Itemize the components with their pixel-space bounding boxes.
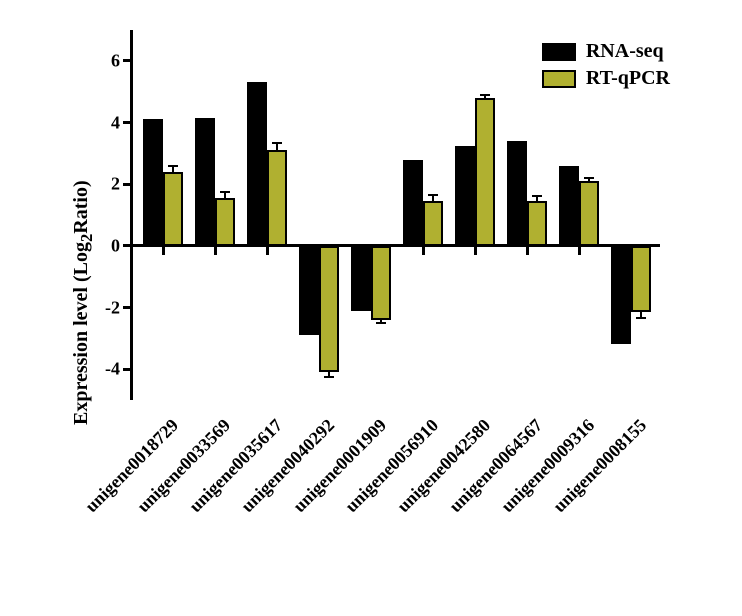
y-tick	[123, 183, 133, 186]
error-whisker	[324, 376, 334, 378]
y-tick	[123, 59, 133, 62]
x-tick	[370, 246, 373, 255]
y-tick-label: 2	[111, 174, 120, 195]
legend: RNA-seq RT-qPCR	[542, 40, 670, 94]
legend-label: RT-qPCR	[586, 67, 670, 90]
legend-swatch	[542, 70, 576, 88]
bar-rna-seq	[403, 160, 423, 246]
x-tick	[578, 246, 581, 255]
error-whisker	[428, 194, 438, 196]
bar-rna-seq	[559, 166, 579, 246]
error-bar	[276, 143, 278, 150]
y-tick	[123, 244, 133, 247]
error-whisker	[480, 94, 490, 96]
bar-rt-qpcr	[579, 181, 599, 246]
x-tick	[162, 246, 165, 255]
bar-rt-qpcr	[267, 150, 287, 246]
x-tick	[318, 246, 321, 255]
y-tick	[123, 306, 133, 309]
x-tick	[214, 246, 217, 255]
x-tick	[630, 246, 633, 255]
bar-rna-seq	[611, 246, 631, 345]
bar-rt-qpcr	[527, 201, 547, 246]
bar-rt-qpcr	[319, 246, 339, 372]
error-whisker	[272, 142, 282, 144]
bar-rt-qpcr	[475, 98, 495, 246]
x-tick	[422, 246, 425, 255]
bar-rt-qpcr	[631, 246, 651, 312]
bar-rna-seq	[351, 246, 371, 311]
error-whisker	[636, 317, 646, 319]
y-tick-label: 6	[111, 50, 120, 71]
y-tick	[123, 121, 133, 124]
y-tick-label: 4	[111, 112, 120, 133]
bar-rt-qpcr	[423, 201, 443, 246]
y-tick-label: -4	[105, 359, 120, 380]
y-axis-label: Expression level (Log2Ratio)	[70, 180, 97, 425]
bar-rna-seq	[455, 146, 475, 246]
expression-chart: Expression level (Log2Ratio) -4-20246uni…	[60, 20, 700, 590]
legend-item: RT-qPCR	[542, 67, 670, 90]
y-tick-label: -2	[105, 297, 120, 318]
legend-item: RNA-seq	[542, 40, 670, 63]
bar-rt-qpcr	[371, 246, 391, 320]
bar-rna-seq	[507, 141, 527, 246]
legend-label: RNA-seq	[586, 40, 664, 63]
error-whisker	[220, 191, 230, 193]
bar-rna-seq	[143, 119, 163, 245]
legend-swatch	[542, 43, 576, 61]
bar-rna-seq	[195, 118, 215, 246]
x-tick	[474, 246, 477, 255]
bar-rna-seq	[247, 82, 267, 245]
x-tick	[266, 246, 269, 255]
error-whisker	[532, 195, 542, 197]
bar-rna-seq	[299, 246, 319, 335]
error-whisker	[376, 322, 386, 324]
y-tick-label: 0	[111, 235, 120, 256]
bar-rt-qpcr	[163, 172, 183, 246]
x-tick	[526, 246, 529, 255]
error-whisker	[584, 177, 594, 179]
error-whisker	[168, 165, 178, 167]
y-tick	[123, 368, 133, 371]
bar-rt-qpcr	[215, 198, 235, 246]
